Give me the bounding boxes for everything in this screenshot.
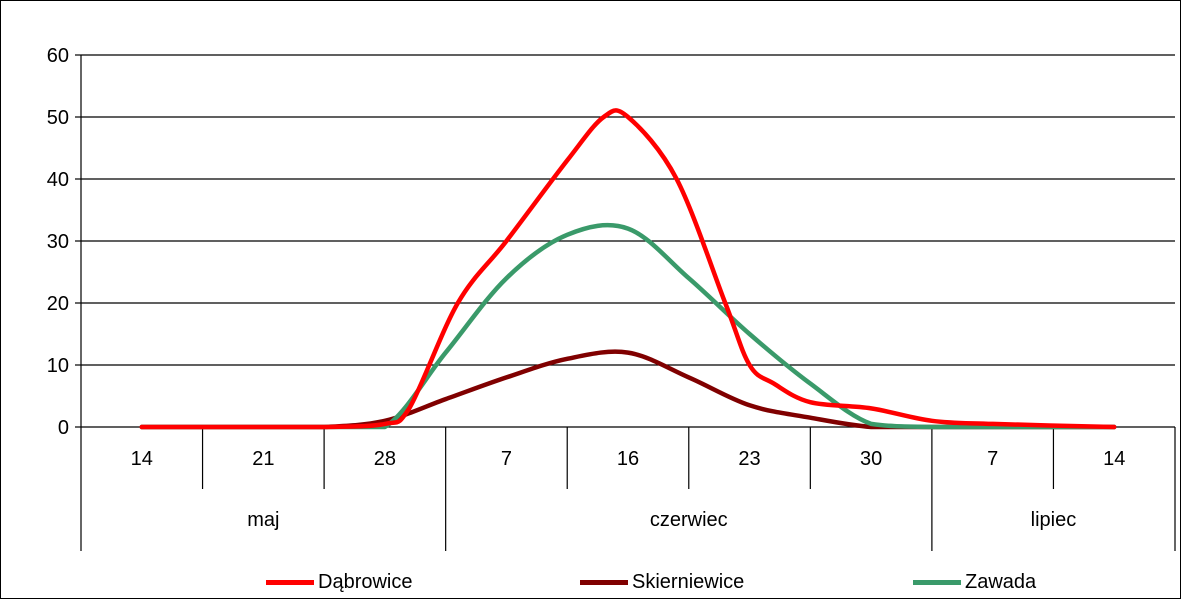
legend-label-dabrowice: Dąbrowice	[318, 570, 413, 593]
series-layer	[139, 108, 1117, 430]
y-tick-label: 60	[47, 45, 69, 67]
x-tick-label: 16	[617, 448, 639, 470]
legend-label-skierniewice: Skierniewice	[632, 570, 745, 593]
x-tick-label: 14	[1103, 448, 1125, 470]
y-tick-label: 30	[47, 231, 69, 253]
group-label: maj	[247, 509, 279, 531]
x-tick-label: 7	[987, 448, 998, 470]
x-tick-label: 7	[501, 448, 512, 470]
y-tick-label: 40	[47, 169, 69, 191]
legend: Dąbrowice Skierniewice Zawada	[0, 568, 1181, 596]
legend-item-zawada: Zawada	[913, 568, 1036, 596]
group-label: lipiec	[1031, 509, 1077, 531]
legend-item-dabrowice: Dąbrowice	[266, 568, 412, 596]
axis-layer: 0 10 20 30 40 50 60 14 21 28 7 16 23 30 7 14 maj czerwiec…	[47, 45, 1176, 551]
y-tick-label: 10	[47, 355, 69, 377]
legend-item-skierniewice: Skierniewice	[580, 568, 744, 596]
y-tick-label: 50	[47, 107, 69, 129]
legend-swatch-dabrowice	[266, 579, 314, 585]
y-tick-label: 0	[58, 417, 69, 439]
x-tick-label: 14	[131, 448, 153, 470]
x-tick-label: 28	[374, 448, 396, 470]
x-tick-label: 30	[860, 448, 882, 470]
x-tick-label: 23	[738, 448, 760, 470]
y-tick-label: 20	[47, 293, 69, 315]
legend-swatch-zawada	[913, 579, 961, 585]
legend-swatch-skierniewice	[580, 579, 628, 585]
series-line-dbrowice	[139, 108, 1117, 430]
x-tick-label: 21	[252, 448, 274, 470]
group-label: czerwiec	[650, 509, 728, 531]
legend-label-zawada: Zawada	[965, 570, 1037, 593]
